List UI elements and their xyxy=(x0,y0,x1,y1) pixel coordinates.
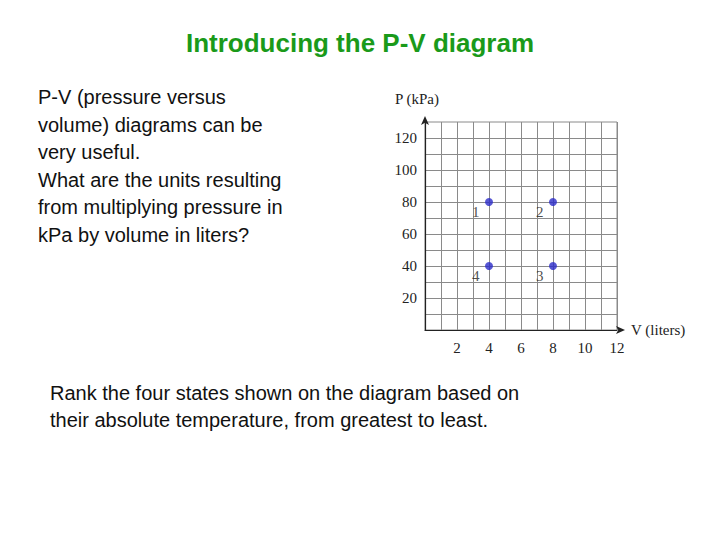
html-text:volume) diagrams can be: volume) diagrams can be xyxy=(38,113,263,136)
svg-text:10: 10 xyxy=(578,340,593,356)
svg-text:60: 60 xyxy=(402,226,417,242)
html-text:P-V (pressure versus: P-V (pressure versus xyxy=(38,86,226,108)
svg-text:2: 2 xyxy=(453,340,461,356)
html-text:What are the units resulting: What are the units resulting xyxy=(38,168,282,191)
svg-text:100: 100 xyxy=(395,162,418,178)
svg-text:120: 120 xyxy=(395,130,418,146)
svg-text:1: 1 xyxy=(472,204,480,220)
html-text:from multiplying pressure in: from multiplying pressure in xyxy=(38,196,283,218)
html-text:kPa by volume in liters?: kPa by volume in liters? xyxy=(38,223,250,246)
svg-text:P (kPa): P (kPa) xyxy=(395,91,439,108)
svg-text:40: 40 xyxy=(402,258,417,274)
svg-text:8: 8 xyxy=(549,340,557,356)
html-text:Rank the four states shown on: Rank the four states shown on the diagra… xyxy=(50,382,520,404)
svg-text:6: 6 xyxy=(517,340,525,356)
svg-text:V (liters): V (liters) xyxy=(631,322,685,339)
svg-text:20: 20 xyxy=(402,290,417,306)
svg-text:12: 12 xyxy=(610,340,625,356)
html-text:their absolute temperature, fr: their absolute temperature, from greates… xyxy=(50,409,488,431)
svg-text:4: 4 xyxy=(472,268,480,284)
html-text:very useful.: very useful. xyxy=(38,141,141,163)
svg-text:4: 4 xyxy=(485,340,493,356)
html-text:Introducing the P-V diagram: Introducing the P-V diagram xyxy=(185,28,535,58)
svg-text:3: 3 xyxy=(536,268,544,284)
svg-text:80: 80 xyxy=(402,194,417,210)
svg-text:2: 2 xyxy=(536,204,544,220)
